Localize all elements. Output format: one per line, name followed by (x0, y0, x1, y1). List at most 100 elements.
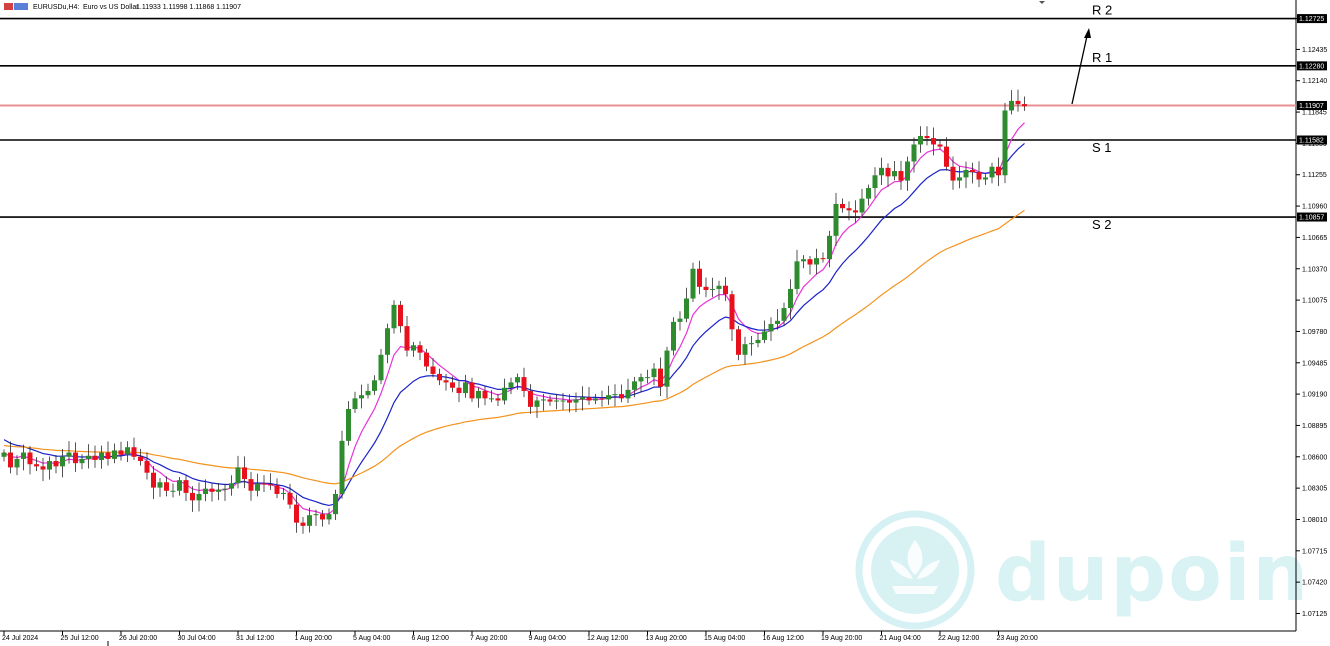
candle-bull (203, 488, 208, 494)
candle-bear (853, 210, 858, 213)
current-price-tag-label: 1.11907 (1299, 103, 1324, 110)
candle-bear (183, 480, 189, 493)
candle-bull (573, 399, 579, 403)
price-tick-label: 1.10075 (1302, 298, 1327, 305)
candle-bear (138, 456, 143, 462)
candle-bear (528, 390, 533, 407)
price-tick-label: 1.08305 (1302, 486, 1327, 493)
ma-slow-line (3, 209, 1025, 485)
symbol-icon-inner (14, 3, 28, 10)
candle-bear (846, 208, 852, 211)
candles (1, 89, 1027, 534)
price-tick-label: 1.10370 (1302, 266, 1327, 273)
candle-bear (944, 146, 949, 167)
candle-bear (950, 166, 956, 181)
candle-bear (619, 394, 624, 399)
price-tick-label: 1.11845 (1302, 110, 1327, 117)
time-tick-label: 19 Aug 20:00 (821, 635, 862, 642)
candle-bear (430, 366, 436, 374)
candle-bull (781, 308, 787, 321)
time-tick-label: 5 Aug 04:00 (353, 635, 390, 642)
price-tick-label: 1.09190 (1302, 392, 1327, 399)
candle-bear (1022, 104, 1027, 107)
candle-bull (814, 258, 819, 265)
candle-bull (99, 452, 104, 460)
candle-bull (359, 395, 364, 399)
candle-bear (398, 304, 403, 327)
candle-bull (476, 390, 481, 399)
candle-bull (593, 398, 598, 401)
candle-bull (157, 482, 163, 488)
candle-bull (775, 320, 780, 324)
time-tick-label: 7 Aug 20:00 (470, 635, 507, 642)
candle-bear (53, 461, 59, 467)
candle-bull (170, 490, 176, 492)
candle-bull (768, 323, 774, 332)
price-tick-label: 1.10665 (1302, 235, 1327, 242)
candle-bear (274, 485, 280, 494)
candle-bull (66, 452, 72, 457)
candle-bear (885, 167, 891, 177)
candle-bull (911, 144, 917, 162)
ma-mid-line (3, 142, 1025, 507)
time-tick-label: 6 Aug 12:00 (412, 635, 449, 642)
candle-bear (190, 492, 195, 501)
time-tick-label: 30 Jul 04:00 (178, 635, 216, 642)
candle-bull (671, 321, 676, 351)
candle-bull (463, 382, 468, 394)
time-tick-label: 22 Aug 12:00 (938, 635, 979, 642)
time-tick-label: 1 Aug 20:00 (295, 635, 332, 642)
candle-bear (92, 455, 98, 460)
candle-bear (320, 514, 325, 520)
candle-bull (989, 166, 995, 178)
support-resistance-levels: 1.11907 1.12725 R 2 1.12280 R 1 1.11582 S 1 1.1… (0, 3, 1327, 232)
candle-bear (469, 382, 475, 399)
level-price-tag (1297, 135, 1327, 145)
candle-bear (567, 400, 572, 403)
candle-bear (703, 286, 709, 291)
candle-bull (307, 515, 312, 526)
candle-bear (209, 488, 215, 492)
candle-bull (664, 350, 670, 387)
time-tick-label: 13 Aug 20:00 (646, 635, 687, 642)
moving-averages (3, 122, 1025, 515)
candle-bull (229, 483, 234, 489)
candle-bull (606, 395, 611, 400)
trend-arrow-head-icon (1084, 28, 1091, 38)
level-label: S 1 (1092, 140, 1112, 155)
candle-bull (1009, 100, 1014, 111)
candle-bear (482, 390, 488, 399)
candle-bear (450, 382, 455, 388)
candle-bull (79, 458, 85, 464)
candle-bull (372, 380, 377, 391)
candle-bear (424, 352, 429, 367)
candle-bull (541, 399, 546, 401)
watermark-logo-icon (855, 510, 975, 630)
candle-bear (547, 399, 553, 402)
candle-bear (697, 268, 702, 287)
candle-bull (716, 285, 722, 289)
candle-bear (736, 329, 741, 355)
candle-bull (872, 175, 878, 189)
candle-bear (443, 380, 449, 383)
candle-bull (833, 203, 839, 236)
candle-bull (859, 198, 865, 213)
price-tick-label: 1.08600 (1302, 454, 1327, 461)
candle-bull (684, 298, 689, 319)
candle-bull (892, 171, 897, 177)
candle-bear (1015, 100, 1021, 105)
candle-bear (8, 452, 13, 468)
time-tick-label: 21 Aug 04:00 (880, 635, 921, 642)
level-price-tag (1297, 14, 1327, 24)
candle-bear (34, 464, 39, 467)
candle-bull (918, 135, 923, 145)
candle-bull (957, 177, 962, 181)
current-price-tag (1297, 100, 1327, 110)
candle-bull (515, 377, 520, 383)
candle-bull (710, 288, 715, 291)
candle-bull (632, 381, 637, 390)
candle-bull (391, 304, 397, 329)
candle-bull (508, 382, 514, 388)
candle-bear (437, 373, 442, 381)
